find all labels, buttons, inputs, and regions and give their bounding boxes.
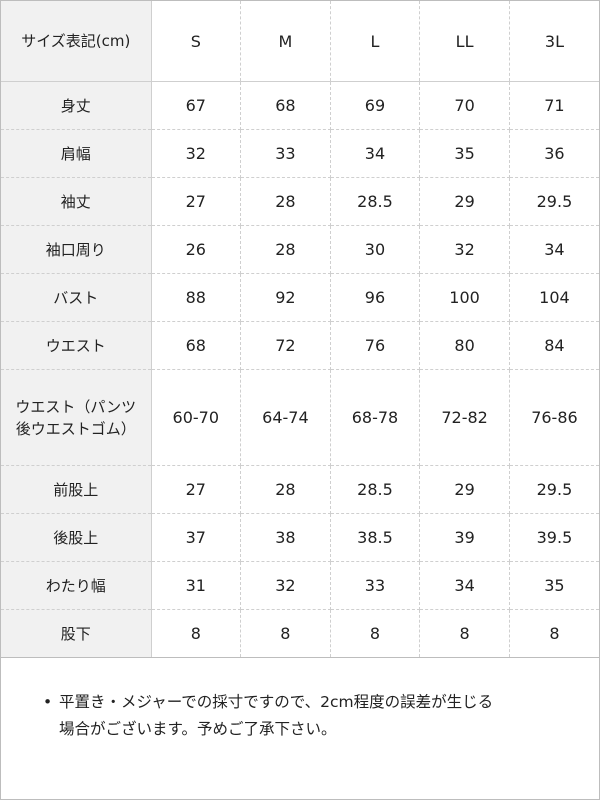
size-header-3l: 3L bbox=[509, 1, 599, 82]
table-cell: 67 bbox=[151, 81, 242, 130]
table-cell: 104 bbox=[509, 273, 599, 322]
table-cell: 35 bbox=[509, 561, 599, 610]
table-cell: 32 bbox=[151, 129, 242, 178]
note-item: • 平置き・メジャーでの採寸ですので、2cm程度の誤差が生じる 場合がございます… bbox=[43, 689, 579, 743]
note-text-line-2: 場合がございます。予めご了承下さい。 bbox=[59, 720, 337, 738]
table-row: 前股上 27 28 28.5 29 29.5 bbox=[1, 465, 599, 514]
table-cell: 33 bbox=[240, 129, 331, 178]
size-header-m: M bbox=[240, 1, 331, 82]
table-row: 袖口周り 26 28 30 32 34 bbox=[1, 225, 599, 274]
bullet-icon: • bbox=[43, 693, 53, 711]
table-cell: 29.5 bbox=[509, 177, 599, 226]
size-header-ll: LL bbox=[419, 1, 510, 82]
table-row: 肩幅 32 33 34 35 36 bbox=[1, 129, 599, 178]
table-cell: 32 bbox=[419, 225, 510, 274]
table-cell: 68 bbox=[151, 321, 242, 370]
row-label: わたり幅 bbox=[1, 561, 152, 610]
table-row: バスト 88 92 96 100 104 bbox=[1, 273, 599, 322]
table-cell: 34 bbox=[509, 225, 599, 274]
table-cell: 36 bbox=[509, 129, 599, 178]
table-cell: 72 bbox=[240, 321, 331, 370]
table-cell: 80 bbox=[419, 321, 510, 370]
table-cell: 8 bbox=[419, 609, 510, 658]
table-cell: 64-74 bbox=[240, 369, 331, 466]
table-cell: 72-82 bbox=[419, 369, 510, 466]
table-cell: 68 bbox=[240, 81, 331, 130]
table-row: 袖丈 27 28 28.5 29 29.5 bbox=[1, 177, 599, 226]
row-label: 股下 bbox=[1, 609, 152, 658]
table-cell: 70 bbox=[419, 81, 510, 130]
table-cell: 26 bbox=[151, 225, 242, 274]
table-cell: 37 bbox=[151, 513, 242, 562]
table-cell: 31 bbox=[151, 561, 242, 610]
table-cell: 32 bbox=[240, 561, 331, 610]
table-cell: 100 bbox=[419, 273, 510, 322]
size-header-s: S bbox=[151, 1, 242, 82]
table-cell: 29.5 bbox=[509, 465, 599, 514]
table-cell: 69 bbox=[330, 81, 421, 130]
table-cell: 28.5 bbox=[330, 177, 421, 226]
table-cell: 8 bbox=[151, 609, 242, 658]
table-cell: 29 bbox=[419, 465, 510, 514]
table-cell: 92 bbox=[240, 273, 331, 322]
note-text-line-1: 平置き・メジャーでの採寸ですので、2cm程度の誤差が生じる bbox=[59, 693, 494, 711]
table-cell: 38 bbox=[240, 513, 331, 562]
table-row: 股下 8 8 8 8 8 bbox=[1, 609, 599, 658]
table-cell: 35 bbox=[419, 129, 510, 178]
row-label: ウエスト（パンツ 後ウエストゴム） bbox=[1, 369, 152, 466]
table-row: 身丈 67 68 69 70 71 bbox=[1, 81, 599, 130]
row-label: 肩幅 bbox=[1, 129, 152, 178]
table-cell: 88 bbox=[151, 273, 242, 322]
table-cell: 71 bbox=[509, 81, 599, 130]
table-cell: 33 bbox=[330, 561, 421, 610]
table-cell: 39 bbox=[419, 513, 510, 562]
row-label: 後股上 bbox=[1, 513, 152, 562]
size-header-l: L bbox=[330, 1, 421, 82]
table-cell: 28 bbox=[240, 177, 331, 226]
table-cell: 76 bbox=[330, 321, 421, 370]
table-cell: 28 bbox=[240, 465, 331, 514]
table-cell: 39.5 bbox=[509, 513, 599, 562]
row-label-line-2: 後ウエストゴム） bbox=[15, 419, 136, 438]
table-cell: 34 bbox=[419, 561, 510, 610]
notes-section: • 平置き・メジャーでの採寸ですので、2cm程度の誤差が生じる 場合がございます… bbox=[1, 689, 599, 743]
header-label: サイズ表記(cm) bbox=[1, 1, 152, 82]
table-cell: 34 bbox=[330, 129, 421, 178]
table-cell: 27 bbox=[151, 465, 242, 514]
table-row: ウエスト（パンツ 後ウエストゴム） 60-70 64-74 68-78 72-8… bbox=[1, 369, 599, 466]
table-row: 後股上 37 38 38.5 39 39.5 bbox=[1, 513, 599, 562]
row-label: 身丈 bbox=[1, 81, 152, 130]
table-cell: 28 bbox=[240, 225, 331, 274]
row-label: 袖丈 bbox=[1, 177, 152, 226]
table-cell: 27 bbox=[151, 177, 242, 226]
table-row: ウエスト 68 72 76 80 84 bbox=[1, 321, 599, 370]
table-cell: 84 bbox=[509, 321, 599, 370]
table-cell: 8 bbox=[330, 609, 421, 658]
table-cell: 28.5 bbox=[330, 465, 421, 514]
table-cell: 96 bbox=[330, 273, 421, 322]
table-cell: 76-86 bbox=[509, 369, 599, 466]
row-label: 袖口周り bbox=[1, 225, 152, 274]
table-cell: 60-70 bbox=[151, 369, 242, 466]
row-label: 前股上 bbox=[1, 465, 152, 514]
row-label-line-1: ウエスト（パンツ bbox=[15, 397, 137, 416]
table-cell: 30 bbox=[330, 225, 421, 274]
table-row: わたり幅 31 32 33 34 35 bbox=[1, 561, 599, 610]
table-cell: 29 bbox=[419, 177, 510, 226]
row-label: バスト bbox=[1, 273, 152, 322]
table-cell: 8 bbox=[240, 609, 331, 658]
row-label: ウエスト bbox=[1, 321, 152, 370]
size-table: サイズ表記(cm) S M L LL 3L 身丈 67 68 69 70 71 … bbox=[1, 1, 599, 658]
table-cell: 38.5 bbox=[330, 513, 421, 562]
table-cell: 68-78 bbox=[330, 369, 421, 466]
table-header-row: サイズ表記(cm) S M L LL 3L bbox=[1, 1, 599, 82]
table-cell: 8 bbox=[509, 609, 599, 658]
